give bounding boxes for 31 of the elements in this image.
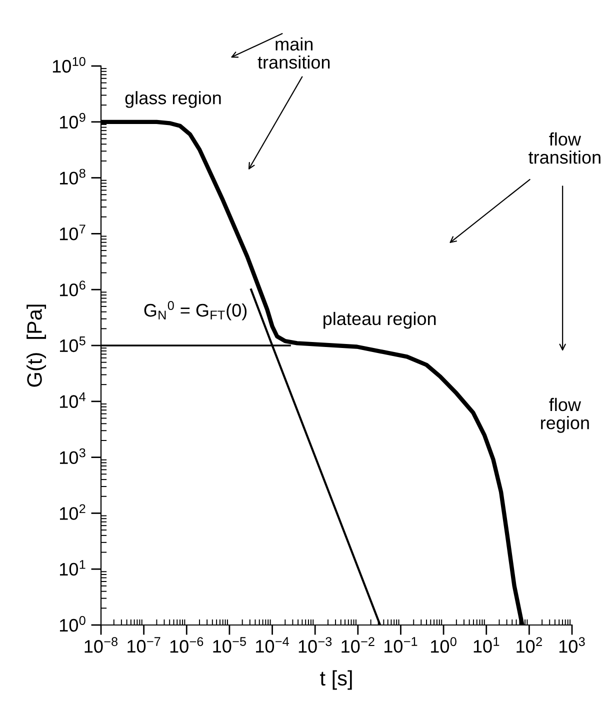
x-axis-title: t [s] — [320, 670, 352, 690]
y-tick-label: 10$^{6}$ — [60, 280, 86, 296]
y-tick-label: 10$^{9}$ — [60, 112, 86, 129]
y-tick-label: 10$^{5}$ — [60, 336, 86, 352]
y-tick-label: 10$^{3}$ — [60, 448, 86, 464]
y-axis-title: G(t) [Pa] — [26, 304, 46, 387]
x-tick-label: 10$^{1}$ — [474, 637, 500, 653]
x-tick-label: 10$^{−8}$ — [84, 637, 118, 653]
y-tick-label: 10$^{2}$ — [60, 504, 86, 520]
x-tick-label: 10$^{3}$ — [559, 637, 585, 653]
x-tick-label: 10$^{0}$ — [431, 637, 456, 653]
y-tick-label: 10$^{10}$ — [52, 57, 86, 73]
annotation: flow transition — [528, 132, 600, 164]
x-tick-label: 10$^{−5}$ — [213, 637, 246, 653]
x-tick-label: 10$^{−6}$ — [170, 637, 204, 653]
x-tick-label: 10$^{−1}$ — [384, 637, 418, 653]
y-tick-label: 10$^{1}$ — [60, 560, 86, 576]
annotation: plateau region — [324, 312, 436, 329]
annotation: G$_{N}$$^{0}$ = G$_{FT}$(0) — [144, 301, 247, 320]
x-tick-label: 10$^{−3}$ — [298, 637, 332, 653]
annotation: flow region — [541, 398, 589, 433]
y-tick-label: 10$^{8}$ — [60, 168, 86, 184]
annotation: glass region — [125, 91, 221, 108]
y-tick-label: 10$^{4}$ — [60, 392, 86, 408]
x-tick-label: 10$^{−2}$ — [342, 637, 374, 653]
annotation: main transition — [258, 37, 330, 69]
x-tick-label: 10$^{2}$ — [516, 637, 542, 653]
y-tick-label: 10$^{0}$ — [60, 616, 86, 632]
x-tick-label: 10$^{−7}$ — [128, 637, 160, 653]
x-tick-label: 10$^{−4}$ — [256, 637, 289, 653]
y-tick-label: 10$^{7}$ — [60, 224, 86, 240]
